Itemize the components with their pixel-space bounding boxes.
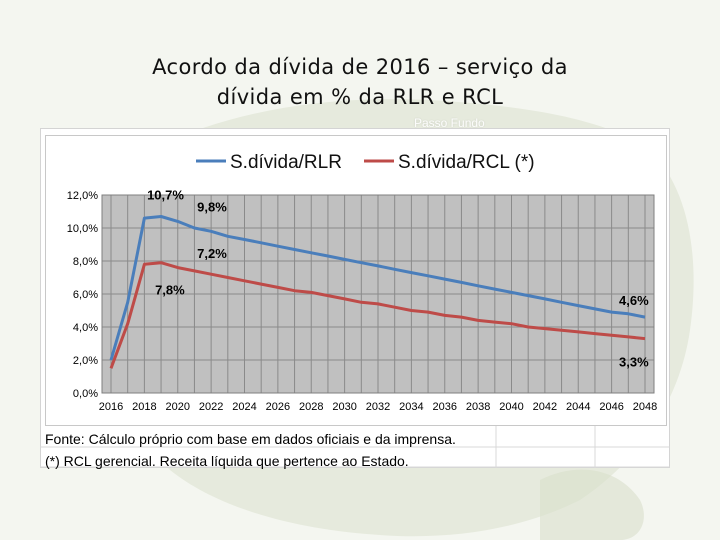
y-tick-label: 8,0% (73, 256, 98, 268)
x-tick-label: 2042 (533, 401, 557, 413)
plot-border (101, 194, 655, 394)
y-tick-label: 6,0% (73, 289, 98, 301)
x-tick-label: 2046 (599, 401, 623, 413)
legend-label-rlr: S.dívida/RLR (230, 152, 342, 173)
x-tick-label: 2016 (99, 401, 123, 413)
y-tick-label: 4,0% (73, 322, 98, 334)
series-line-rlr (109, 215, 646, 361)
chart-legend: S.dívida/RLR S.dívida/RCL (*) (196, 152, 535, 173)
footnote-rcl: (*) RCL gerencial. Receita líquida que p… (45, 453, 409, 469)
chart-notes: Fonte: Cálculo próprio com base em dados… (45, 428, 667, 472)
y-tick-label: 2,0% (73, 355, 98, 367)
slide-title-line-1: Acordo da dívida de 2016 – serviço da (152, 55, 568, 79)
x-tick-label: 2028 (299, 401, 323, 413)
slide-title: Acordo da dívida de 2016 – serviço da dí… (60, 52, 660, 112)
watermark-text: Passo Fundo (414, 116, 485, 130)
x-tick-label: 2032 (366, 401, 390, 413)
x-tick-label: 2024 (232, 401, 256, 413)
x-tick-label: 2026 (266, 401, 290, 413)
x-tick-label: 2036 (433, 401, 457, 413)
data-label: 7,8% (155, 282, 185, 297)
x-tick-label: 2034 (399, 401, 423, 413)
series-line-rcl (109, 261, 646, 369)
data-label: 3,3% (619, 355, 649, 370)
data-label: 9,8% (197, 199, 227, 214)
x-tick-label: 2038 (466, 401, 490, 413)
x-tick-label: 2030 (332, 401, 356, 413)
x-tick-label: 2018 (132, 401, 156, 413)
slide-title-line-2: dívida em % da RLR e RCL (216, 85, 504, 109)
x-tick-label: 2040 (499, 401, 523, 413)
y-tick-label: 0,0% (73, 388, 98, 400)
x-tick-label: 2048 (633, 401, 657, 413)
x-tick-label: 2022 (199, 401, 223, 413)
y-tick-label: 12,0% (67, 190, 98, 202)
data-label: 4,6% (619, 293, 649, 308)
data-label: 10,7% (147, 187, 184, 202)
line-chart: S.dívida/RLR S.dívida/RCL (*) 0,0% 2,0% 4,0… (67, 152, 657, 413)
chart-container: S.dívida/RLR S.dívida/RCL (*) 0,0% 2,0% 4,0… (45, 135, 667, 426)
x-tick-label: 2044 (566, 401, 590, 413)
data-label: 7,2% (197, 246, 227, 261)
y-tick-label: 10,0% (67, 223, 98, 235)
legend-label-rcl: S.dívida/RCL (*) (398, 152, 535, 173)
x-tick-label: 2020 (166, 401, 190, 413)
source-note: Fonte: Cálculo próprio com base em dados… (45, 431, 456, 447)
